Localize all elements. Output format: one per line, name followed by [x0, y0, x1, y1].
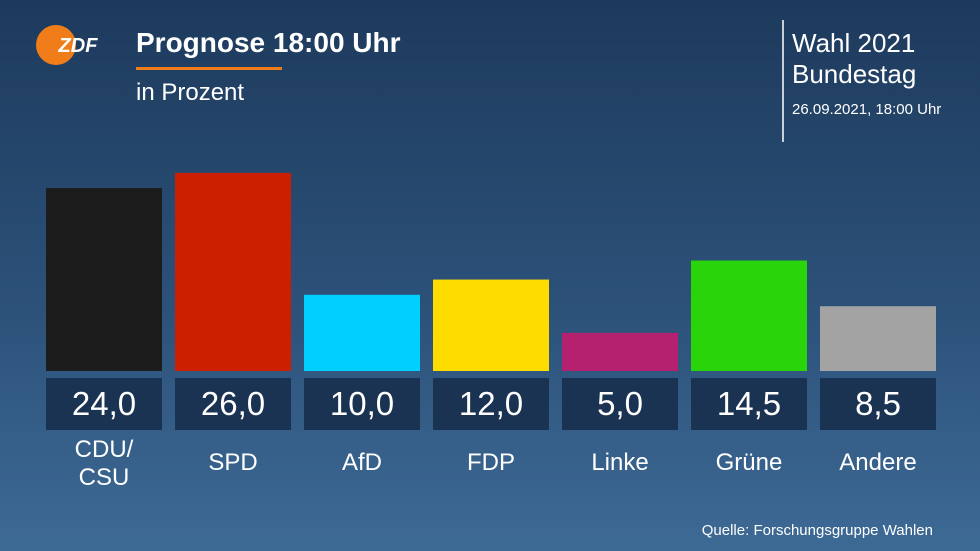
- chart-subtitle: in Prozent: [136, 79, 245, 106]
- bar: [820, 306, 936, 371]
- category-label: FDP: [467, 449, 515, 476]
- category-label: Andere: [839, 449, 917, 476]
- category-label: AfD: [341, 449, 382, 476]
- logo-circle: [36, 25, 76, 65]
- logo: ZDF: [58, 35, 99, 57]
- category-label: Linke: [591, 449, 649, 476]
- source: Quelle: Forschungsgruppe Wahlen: [701, 522, 933, 539]
- value-label: 8,5: [820, 378, 936, 430]
- datetime: 26.09.2021, 18:00 Uhr: [792, 101, 942, 118]
- category-label: SPD: [208, 449, 258, 476]
- bar: [433, 279, 549, 371]
- category-label: CDU/ CSU: [74, 436, 134, 491]
- value-label: 24,0: [46, 378, 162, 430]
- chart-title: Prognose 18:00 Uhr: [136, 27, 401, 58]
- category-label: Grüne: [715, 449, 783, 476]
- value-label: 14,5: [691, 378, 807, 430]
- election-title: Wahl 2021: [792, 28, 916, 58]
- bar: [562, 332, 678, 371]
- value-label: 10,0: [304, 378, 420, 430]
- value-label: 5,0: [562, 378, 678, 430]
- value-label: 26,0: [175, 378, 291, 430]
- election-body: Bundestag: [792, 59, 917, 89]
- bar: [304, 294, 420, 371]
- bar: [175, 172, 291, 371]
- bar: [46, 188, 162, 371]
- title-underline: [136, 67, 282, 70]
- value-label: 12,0: [433, 378, 549, 430]
- bar: [691, 260, 807, 371]
